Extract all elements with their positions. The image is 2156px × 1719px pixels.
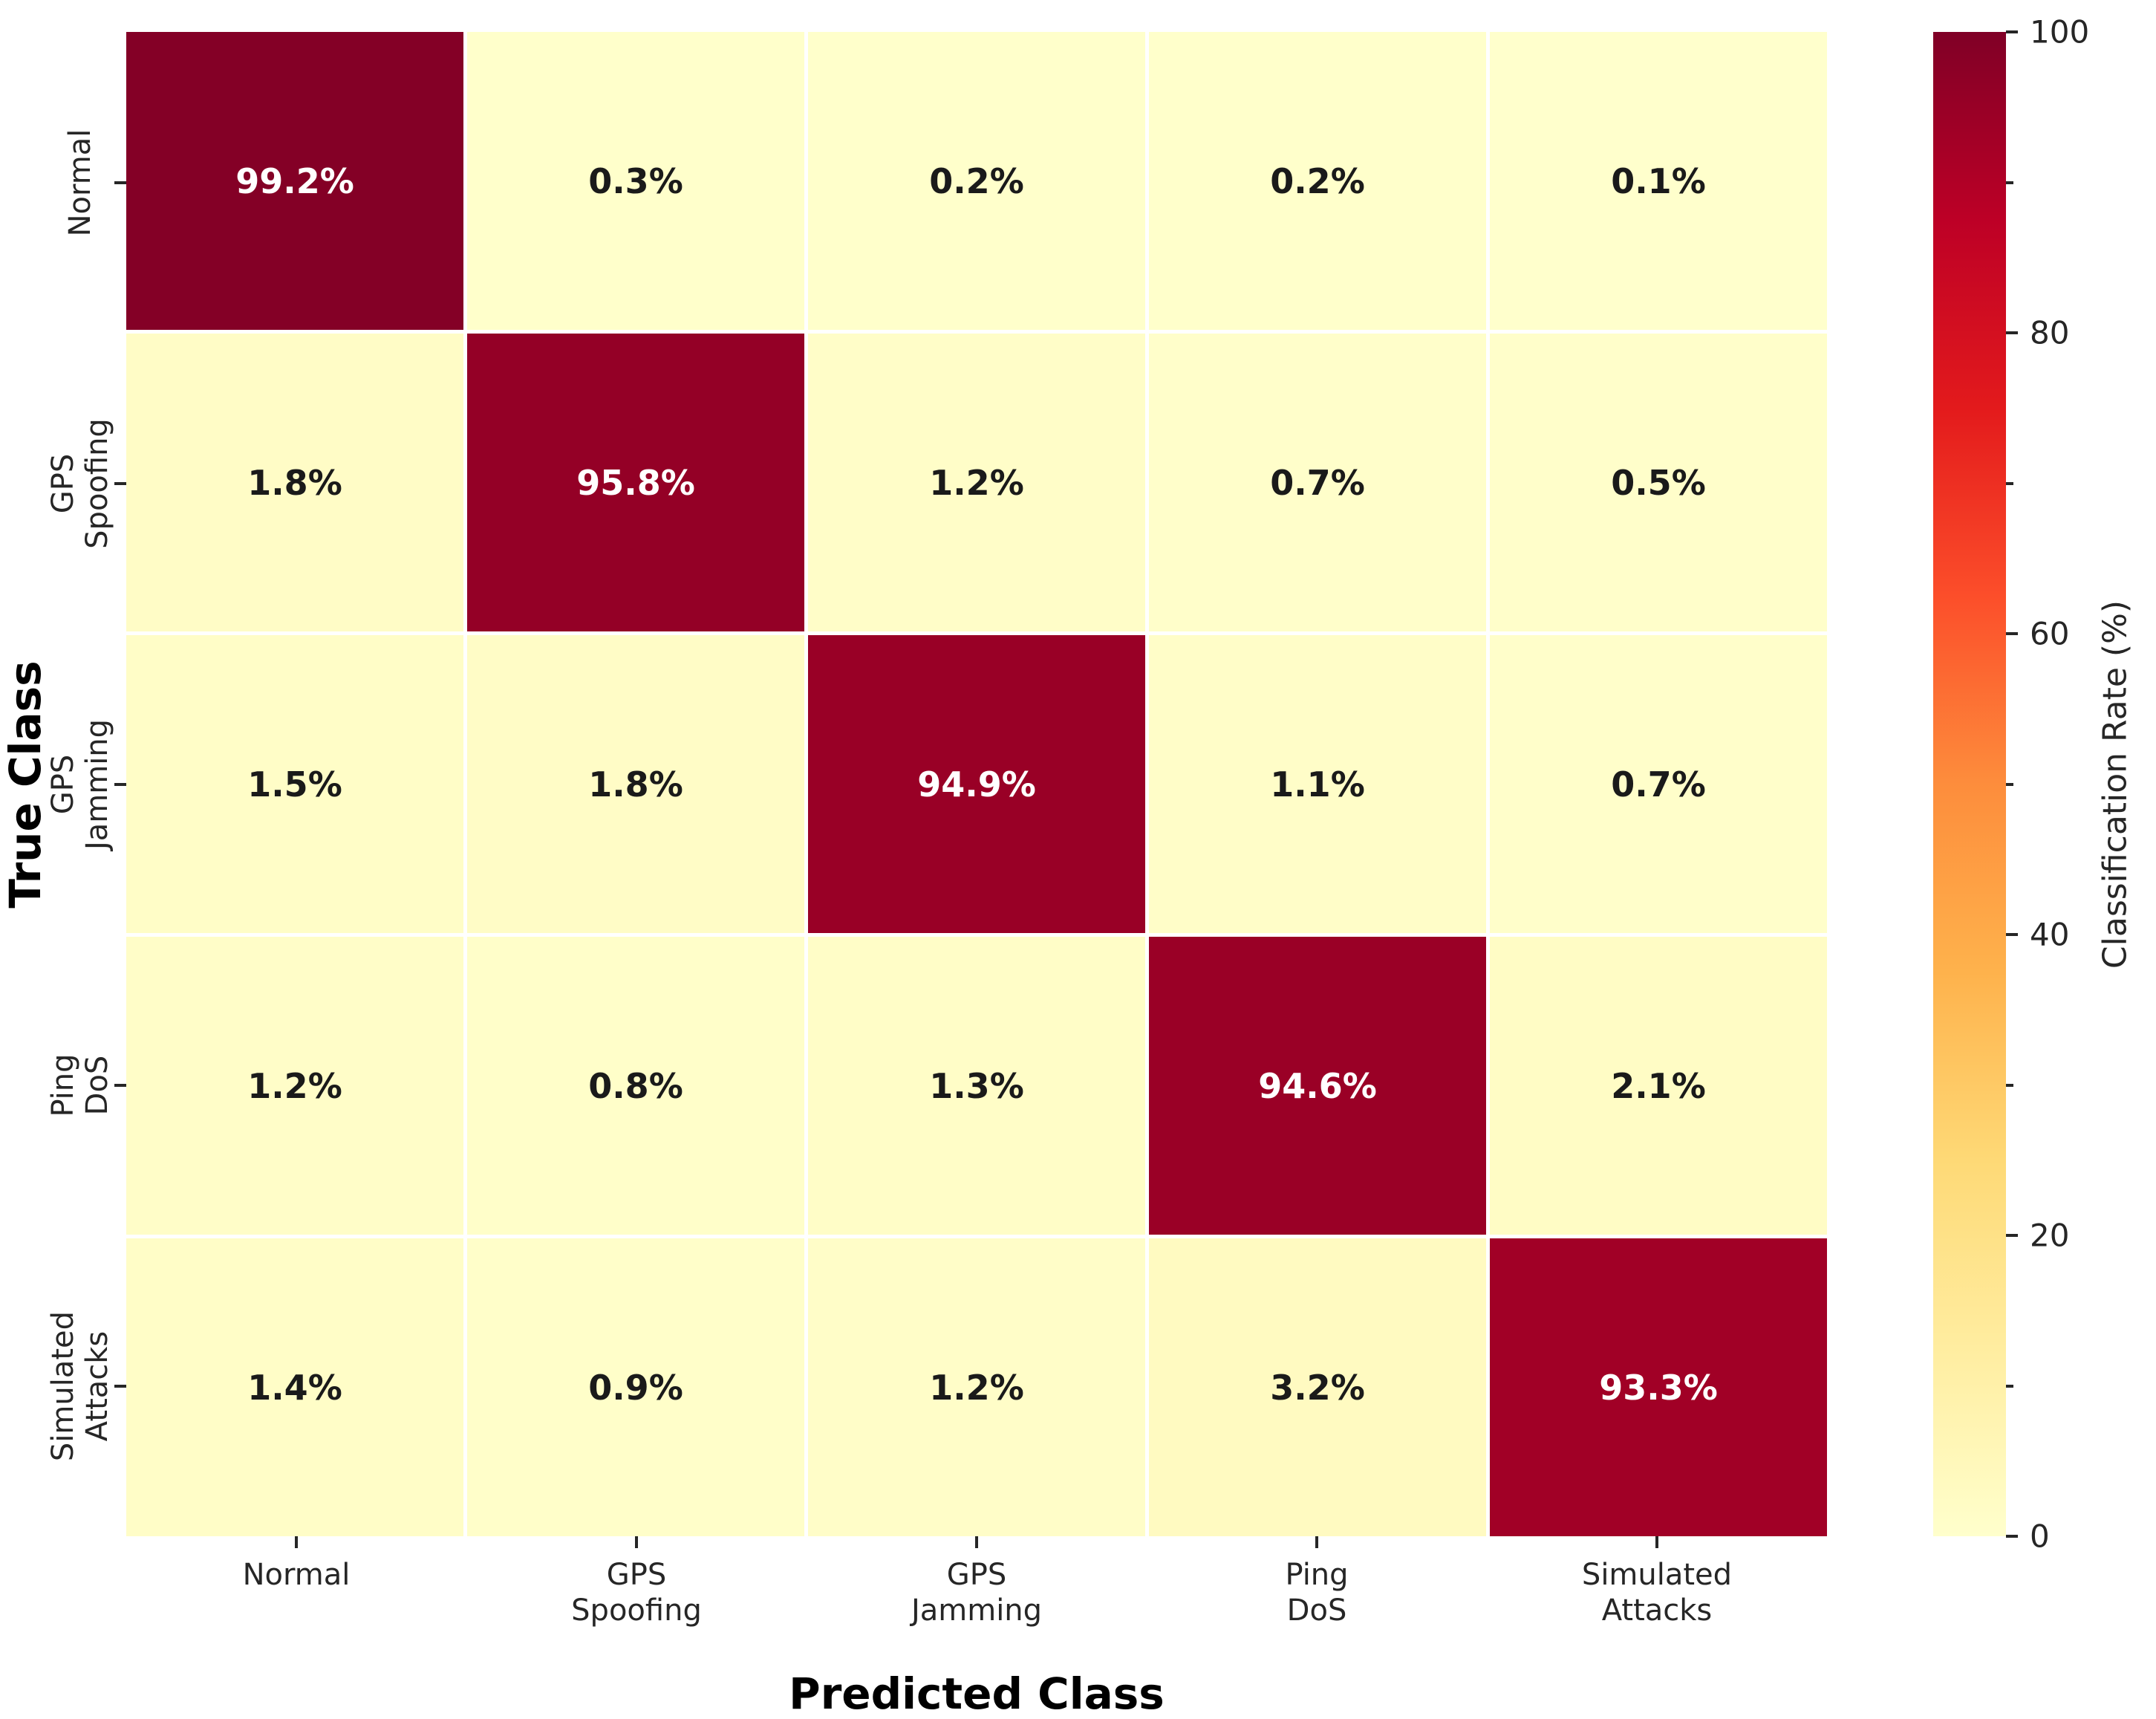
colorbar-tick-label: 0 (2030, 1518, 2050, 1555)
heatmap-cell: 95.8% (467, 334, 804, 631)
y-tick-label: GPS Spoofing (46, 417, 114, 549)
heatmap-cell: 94.6% (1149, 937, 1486, 1235)
heatmap-cell: 99.2% (126, 32, 463, 330)
x-tick-label: GPS Spoofing (571, 1558, 702, 1628)
y-tick-label: Ping DoS (46, 1053, 114, 1117)
heatmap-cell: 0.2% (1149, 32, 1486, 330)
x-tick-label: Normal (242, 1558, 351, 1592)
colorbar-minor-tick (2006, 181, 2013, 184)
heatmap-cell: 93.3% (1490, 1238, 1827, 1536)
colorbar-label: Classification Rate (%) (2096, 599, 2134, 969)
heatmap-cell: 1.8% (467, 635, 804, 933)
colorbar-minor-tick (2006, 1083, 2013, 1087)
y-tick-label: Normal (63, 129, 97, 236)
colorbar-tick (2006, 1535, 2018, 1538)
colorbar (1933, 32, 2006, 1536)
colorbar-tick-label: 20 (2030, 1217, 2070, 1254)
y-axis-title: True Class (0, 660, 51, 909)
x-tick-label: Simulated Attacks (1581, 1558, 1733, 1628)
heatmap-cell: 1.4% (126, 1238, 463, 1536)
heatmap-cell: 1.1% (1149, 635, 1486, 933)
x-tick (1315, 1536, 1318, 1548)
colorbar-tick-label: 40 (2030, 916, 2070, 953)
heatmap-cell: 94.9% (808, 635, 1145, 933)
y-tick (114, 481, 126, 485)
x-axis-title: Predicted Class (789, 1668, 1165, 1719)
x-tick (295, 1536, 298, 1548)
heatmap-cell: 1.5% (126, 635, 463, 933)
heatmap-cell: 0.7% (1149, 334, 1486, 631)
heatmap-cell: 0.2% (808, 32, 1145, 330)
heatmap-cell: 2.1% (1490, 937, 1827, 1235)
colorbar-tick-label: 60 (2030, 615, 2070, 652)
colorbar-tick (2006, 331, 2018, 334)
colorbar-tick (2006, 632, 2018, 635)
x-tick (975, 1536, 978, 1548)
y-tick (114, 1384, 126, 1388)
heatmap-cell: 1.2% (808, 334, 1145, 631)
heatmap-cell: 0.3% (467, 32, 804, 330)
heatmap-cell: 0.7% (1490, 635, 1827, 933)
colorbar-tick (2006, 30, 2018, 33)
x-tick-label: GPS Jamming (911, 1558, 1043, 1628)
colorbar-tick-label: 100 (2030, 13, 2090, 51)
heatmap-cell: 1.2% (808, 1238, 1145, 1536)
x-tick (1655, 1536, 1658, 1548)
x-tick-label: Ping DoS (1285, 1558, 1349, 1628)
heatmap: 99.2% 0.3% 0.2% 0.2% 0.1% 1.8% 95.8% 1.2% 0.7% 0.… (126, 32, 1827, 1536)
colorbar-tick-label: 80 (2030, 314, 2070, 351)
heatmap-cell: 3.2% (1149, 1238, 1486, 1536)
y-tick (114, 181, 126, 184)
colorbar-tick (2006, 933, 2018, 936)
heatmap-cell: 1.2% (126, 937, 463, 1235)
heatmap-cell: 1.8% (126, 334, 463, 631)
y-tick-label: GPS Jamming (46, 718, 114, 850)
colorbar-minor-tick (2006, 782, 2013, 786)
x-tick (635, 1536, 638, 1548)
heatmap-cell: 0.1% (1490, 32, 1827, 330)
y-tick (114, 1083, 126, 1087)
colorbar-tick (2006, 1234, 2018, 1237)
y-tick-label: Simulated Attacks (46, 1310, 114, 1461)
y-tick (114, 782, 126, 786)
heatmap-cell: 0.9% (467, 1238, 804, 1536)
heatmap-cell: 0.5% (1490, 334, 1827, 631)
colorbar-minor-tick (2006, 481, 2013, 485)
heatmap-cell: 1.3% (808, 937, 1145, 1235)
heatmap-cell: 0.8% (467, 937, 804, 1235)
colorbar-minor-tick (2006, 1384, 2013, 1388)
